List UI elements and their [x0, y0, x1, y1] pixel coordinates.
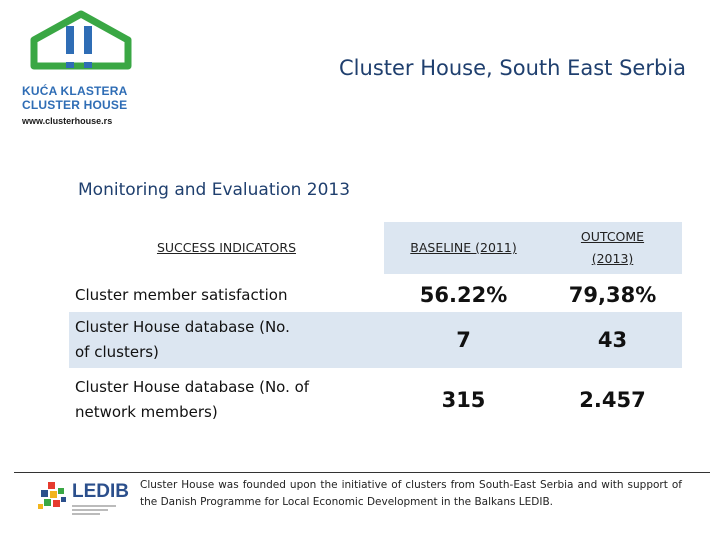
row-2-baseline: 7	[384, 312, 543, 368]
row-1-baseline: 56.22%	[384, 278, 543, 312]
row-2-baseline-value: 7	[456, 328, 471, 352]
row-1-baseline-value: 56.22%	[419, 283, 508, 307]
header-outcome-label: OUTCOME (2013)	[580, 229, 645, 266]
section-title: Monitoring and Evaluation 2013	[78, 180, 351, 200]
row-1-label-text: Cluster member satisfaction	[75, 285, 288, 304]
row-1-outcome-value: 79,38%	[568, 283, 657, 307]
ledib-wordmark: LEDIB	[72, 481, 129, 502]
header-indicators: SUCCESS INDICATORS	[69, 222, 384, 274]
ledib-mosaic-icon	[38, 482, 66, 509]
ledib-logo: LEDIB	[38, 478, 129, 518]
header-divider	[384, 274, 682, 275]
row-1-label: Cluster member satisfaction	[69, 278, 384, 312]
row-2-label: Cluster House database (No. of clusters)	[69, 312, 384, 368]
header-outcome: OUTCOME (2013)	[543, 222, 682, 274]
footer-divider	[14, 472, 710, 473]
row-1-outcome: 79,38%	[543, 278, 682, 312]
row-3-label: Cluster House database (No. of network m…	[69, 370, 384, 430]
logo-text-line2: CLUSTER HOUSE	[22, 98, 128, 112]
logo-text-line1: KUĆA KLASTERA	[22, 84, 128, 98]
row-3-outcome: 2.457	[543, 370, 682, 430]
row-2-label-text: Cluster House database (No. of clusters)	[75, 318, 290, 361]
logo-url: www.clusterhouse.rs	[22, 116, 113, 126]
row-2-outcome: 43	[543, 312, 682, 368]
row-2-outcome-value: 43	[597, 328, 628, 352]
ledib-tagline-graphic	[72, 503, 124, 515]
cluster-house-logo: KUĆA KLASTERA CLUSTER HOUSE www.clusterh…	[14, 10, 154, 130]
footer-text: Cluster House was founded upon the initi…	[140, 479, 682, 508]
house-logo-icon	[30, 10, 132, 70]
row-3-label-text: Cluster House database (No. of network m…	[75, 378, 310, 421]
row-3-outcome-value: 2.457	[579, 388, 646, 412]
header-baseline: BASELINE (2011)	[384, 222, 543, 274]
header-indicators-label: SUCCESS INDICATORS	[156, 240, 297, 255]
row-3-baseline: 315	[384, 370, 543, 430]
page-title: Cluster House, South East Serbia	[339, 56, 686, 80]
indicators-table: SUCCESS INDICATORS BASELINE (2011) OUTCO…	[69, 222, 682, 430]
row-3-baseline-value: 315	[441, 388, 486, 412]
header-baseline-label: BASELINE (2011)	[410, 240, 517, 255]
